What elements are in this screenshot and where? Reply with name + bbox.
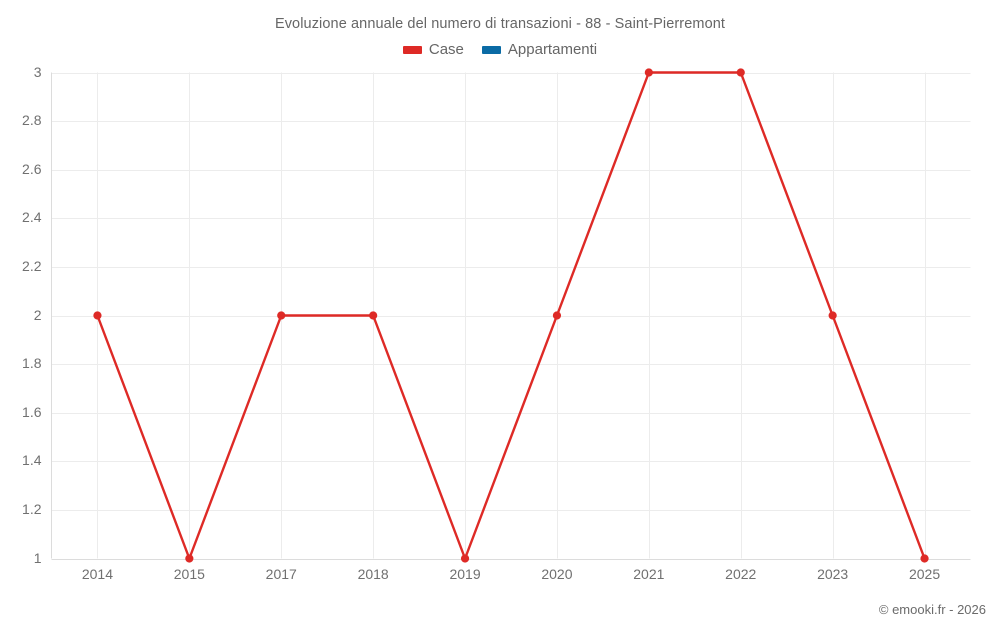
data-point-marker[interactable] (920, 554, 929, 563)
y-axis-tick-label: 1.6 (22, 404, 42, 420)
legend-item-appartamenti[interactable]: Appartamenti (481, 41, 598, 58)
legend-color-swatch-case (402, 45, 422, 54)
legend-color-swatch-appartamenti (481, 45, 501, 54)
chart-legend: Case Appartamenti (0, 42, 1000, 57)
data-point-marker[interactable] (369, 311, 378, 320)
x-axis-tick-label: 2014 (82, 566, 113, 582)
y-axis-tick-label: 2.6 (22, 161, 42, 177)
x-axis-tick-label: 2020 (541, 566, 572, 582)
x-axis-tick-label: 2021 (633, 566, 664, 582)
data-point-marker[interactable] (644, 68, 653, 77)
x-axis-tick-label: 2019 (449, 566, 480, 582)
y-axis-tick-label: 1 (34, 550, 42, 566)
y-axis-tick-label: 1.8 (22, 355, 42, 371)
x-axis-tick-label: 2022 (725, 566, 756, 582)
y-axis-tick-label: 2.4 (22, 209, 42, 225)
x-axis-tick-label: 2015 (174, 566, 205, 582)
data-point-marker[interactable] (552, 311, 562, 320)
x-axis-tick-label: 2023 (817, 566, 848, 582)
data-point-marker[interactable] (828, 311, 837, 320)
y-axis-tick-label: 1.2 (22, 501, 42, 517)
y-axis-tick-label: 2.8 (22, 112, 42, 128)
legend-item-case[interactable]: Case (402, 41, 464, 58)
data-point-marker[interactable] (460, 554, 470, 563)
chart-title: Evoluzione annuale del numero di transaz… (274, 16, 726, 32)
data-point-marker[interactable] (277, 311, 286, 320)
legend-label-case: Case (428, 41, 464, 58)
y-axis-tick-label: 2 (34, 307, 42, 323)
x-axis-tick-label: 2017 (266, 566, 297, 582)
series-line-case (96, 71, 926, 560)
y-axis-tick-label: 1.4 (22, 452, 42, 468)
data-point-marker[interactable] (185, 554, 194, 563)
data-point-marker[interactable] (93, 311, 102, 320)
x-axis-tick-label: 2018 (358, 566, 389, 582)
y-axis-tick-label: 3 (34, 64, 42, 80)
legend-label-appartamenti: Appartamenti (507, 41, 598, 58)
data-point-marker[interactable] (736, 68, 745, 77)
x-axis-tick-label: 2025 (909, 566, 940, 582)
y-axis-tick-label: 2.2 (22, 258, 42, 274)
copyright-credit: © emooki.fr - 2026 (878, 602, 986, 617)
